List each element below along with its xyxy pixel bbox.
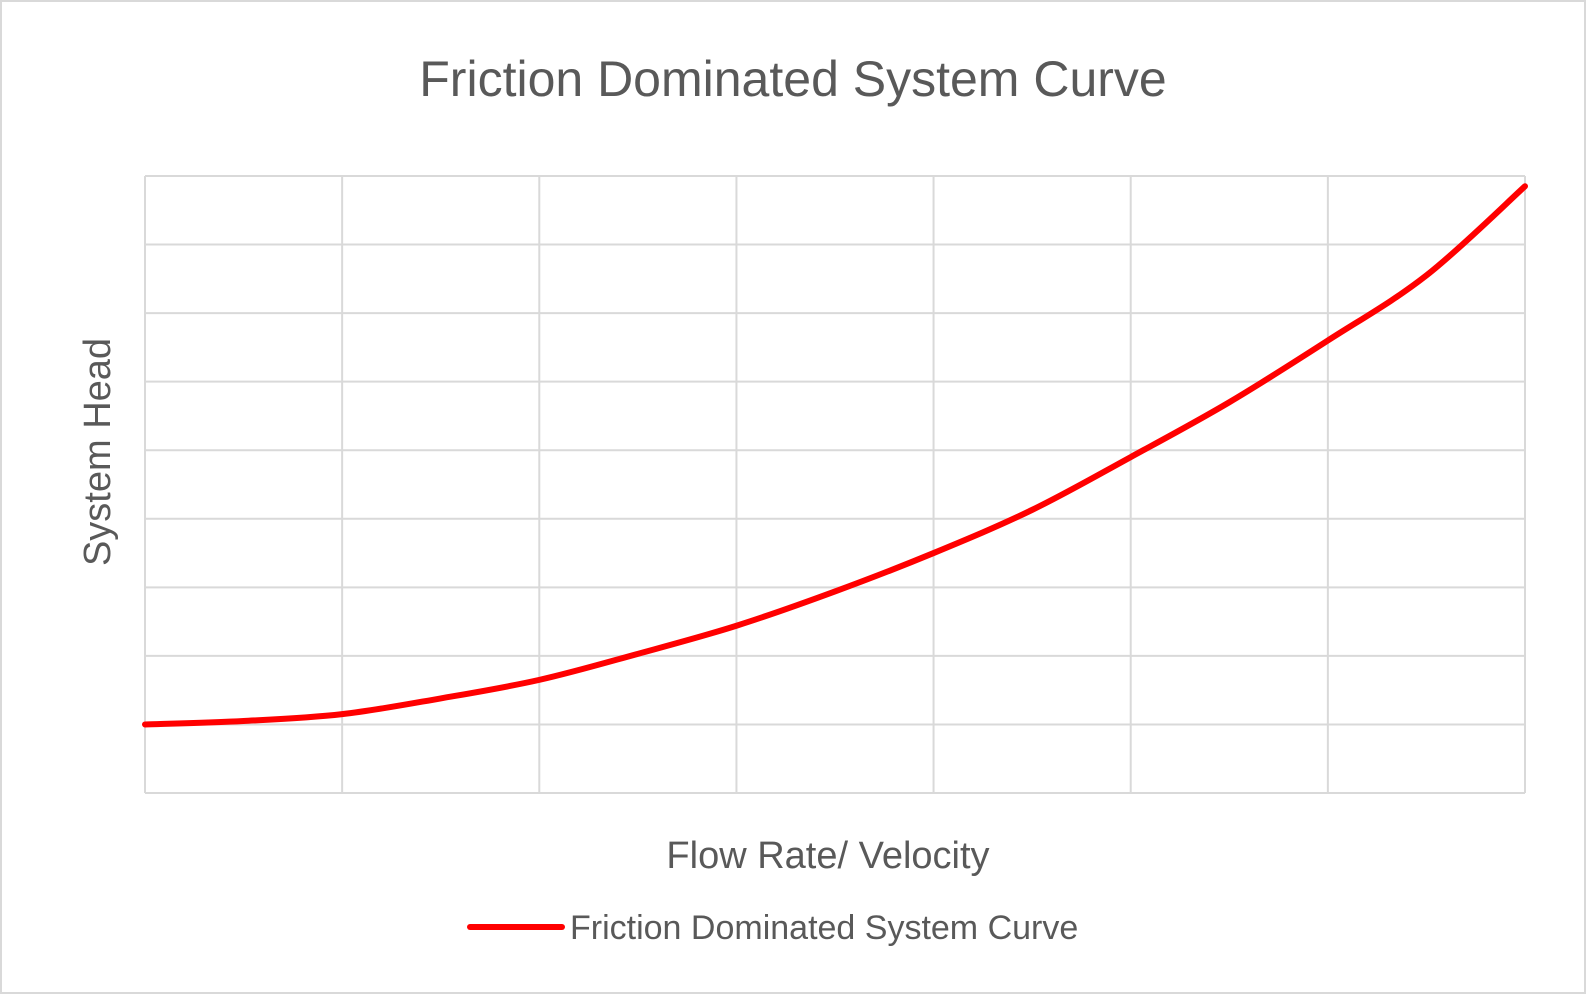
plot-area bbox=[142, 183, 1528, 728]
x-axis-label: Flow Rate/ Velocity bbox=[666, 835, 989, 877]
chart-title: Friction Dominated System Curve bbox=[419, 51, 1166, 107]
y-axis-label: System Head bbox=[77, 338, 119, 566]
legend: Friction Dominated System Curve bbox=[467, 909, 1078, 947]
legend-label: Friction Dominated System Curve bbox=[570, 909, 1078, 947]
grid bbox=[144, 175, 1526, 794]
series-line bbox=[142, 183, 1528, 728]
